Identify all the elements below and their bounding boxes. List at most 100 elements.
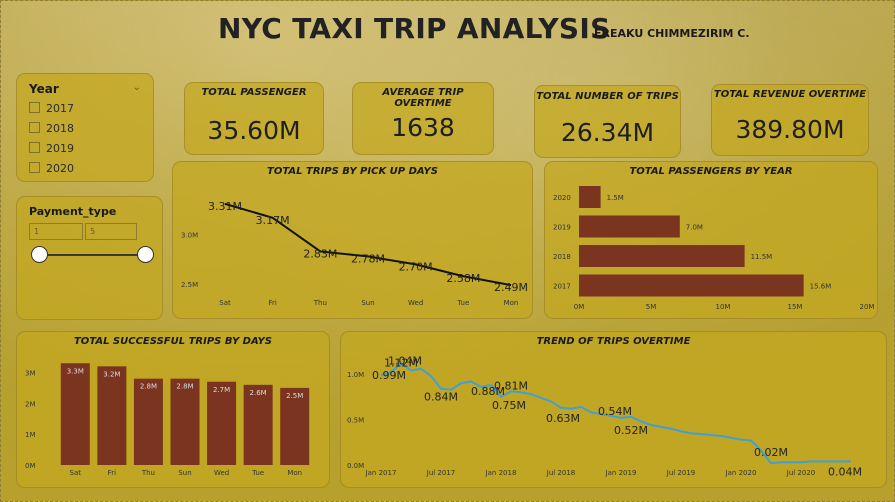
bar <box>579 245 745 267</box>
range-slider-track[interactable] <box>39 254 147 256</box>
x-tick-label: 20M <box>860 303 875 311</box>
data-label: 2.49M <box>494 281 528 294</box>
checkbox-icon[interactable] <box>29 122 40 133</box>
bar <box>60 363 90 465</box>
kpi-value: 1638 <box>391 113 455 142</box>
data-label: 0.04M <box>828 465 862 478</box>
x-tick-label: Thu <box>313 299 327 307</box>
chart-trend-of-trips: TREND OF TRIPS OVERTIME 1.0M 0.5M 0.0M Jan … <box>340 331 887 488</box>
data-label: 2.8M <box>176 383 193 391</box>
year-slicer: Year ⌄ 2017 2018 2019 2020 <box>16 73 154 182</box>
bar <box>207 381 237 465</box>
year-option-2019[interactable]: 2019 <box>29 142 74 155</box>
kpi-value: 26.34M <box>560 118 655 147</box>
year-option-2017[interactable]: 2017 <box>29 102 74 115</box>
line-chart-pickup-days: 3.0M 2.5M Sat Fri Thu Sun Wed Tue Mon 3.31M 3.17M 2… <box>181 200 528 307</box>
data-label: 11.5M <box>751 253 773 261</box>
chevron-down-icon[interactable]: ⌄ <box>132 82 141 93</box>
data-label: 0.54M <box>598 405 632 418</box>
data-label: 1.5M <box>607 194 624 202</box>
bar <box>243 384 273 465</box>
y-tick-label: 1M <box>25 431 36 439</box>
chart-title: TOTAL SUCCESSFUL TRIPS BY DAYS <box>73 336 273 347</box>
kpi-total-revenue: TOTAL REVENUE OVERTIME 389.80M <box>711 84 869 156</box>
y-tick-label: 0.0M <box>347 462 364 470</box>
bar <box>579 215 680 238</box>
data-label: 0.63M <box>546 412 580 425</box>
kpi-total-trips: TOTAL NUMBER OF TRIPS 26.34M <box>534 85 681 158</box>
data-label: 2.8M <box>140 383 157 391</box>
bar-chart-successful-trips: 3M 2M 1M 0M 3.3M Sat 3.2M Fri 2.8M Thu 2.8M Sun 2.7M… <box>25 363 310 477</box>
data-label: 0.84M <box>424 391 458 404</box>
data-label: 2.6M <box>250 389 267 397</box>
data-label: 0.75M <box>492 399 526 412</box>
x-tick-label: 0M <box>574 303 585 311</box>
payment-type-title: Payment_type <box>29 205 117 218</box>
x-tick-label: Wed <box>408 299 423 307</box>
y-tick-label: 0.5M <box>347 417 364 425</box>
chart-title: TREND OF TRIPS OVERTIME <box>536 336 691 347</box>
data-label: 3.3M <box>67 367 84 375</box>
x-tick-label: Jul 2019 <box>666 469 696 477</box>
x-tick-label: Jul 2017 <box>426 469 456 477</box>
y-tick-label: 0M <box>25 462 36 470</box>
data-label: 3.31M <box>208 200 242 213</box>
data-label: 0.02M <box>754 446 788 459</box>
x-tick-label: Jan 2019 <box>605 469 637 477</box>
x-tick-label: Mon <box>287 469 302 477</box>
y-tick-label: 2M <box>25 400 36 408</box>
series-line <box>224 202 512 287</box>
kpi-label: AVERAGE TRIP OVERTIME <box>382 87 464 109</box>
chart-title: TOTAL TRIPS BY PICK UP DAYS <box>267 166 438 177</box>
payment-max-input[interactable]: 5 <box>85 223 137 240</box>
range-slider-max-handle[interactable] <box>137 246 154 263</box>
page-title: NYC TAXI TRIP ANALYSIS <box>218 12 611 45</box>
data-label: 2.7M <box>213 386 230 394</box>
x-tick-label: Wed <box>214 469 229 477</box>
x-tick-label: 15M <box>788 303 803 311</box>
data-label: 0.52M <box>614 424 648 437</box>
data-label: 7.0M <box>686 224 703 232</box>
year-slicer-title: Year <box>29 82 59 96</box>
y-tick-label: 2020 <box>553 194 571 202</box>
data-label: 2.70M <box>399 260 433 273</box>
x-tick-label: Jul 2018 <box>546 469 576 477</box>
kpi-average-trip: AVERAGE TRIP OVERTIME 1638 <box>352 82 494 155</box>
x-tick-label: Jan 2017 <box>365 469 397 477</box>
kpi-value: 35.60M <box>207 116 301 145</box>
x-tick-label: Jan 2020 <box>725 469 757 477</box>
bar <box>133 378 163 465</box>
data-label: 0.99M <box>372 369 406 382</box>
chart-title: TOTAL PASSENGERS BY YEAR <box>629 166 793 177</box>
range-slider-min-handle[interactable] <box>31 246 48 263</box>
checkbox-icon[interactable] <box>29 142 40 153</box>
bar <box>97 366 127 465</box>
x-tick-label: Jan 2018 <box>485 469 517 477</box>
x-tick-label: 10M <box>716 303 731 311</box>
y-tick-label: 1.0M <box>347 371 364 379</box>
x-tick-label: Sun <box>361 299 374 307</box>
bar-chart-passengers-year: 2020 1.5M 2019 7.0M 2018 11.5M 2017 15.6M 0M 5M 10… <box>553 186 875 311</box>
data-label: 2.83M <box>303 247 337 260</box>
checkbox-icon[interactable] <box>29 102 40 113</box>
x-tick-label: Tue <box>456 299 469 307</box>
x-tick-label: Sat <box>70 469 82 477</box>
x-tick-label: Sun <box>178 469 191 477</box>
kpi-label: TOTAL NUMBER OF TRIPS <box>536 91 679 102</box>
kpi-value: 389.80M <box>735 115 845 144</box>
y-tick-label: 2017 <box>553 283 571 291</box>
x-tick-label: Sat <box>219 299 231 307</box>
data-label: 3.17M <box>256 214 290 227</box>
kpi-label: TOTAL PASSENGER <box>201 87 307 98</box>
payment-min-input[interactable]: 1 <box>29 223 83 240</box>
y-tick-label: 2.5M <box>181 281 198 289</box>
kpi-total-passenger: TOTAL PASSENGER 35.60M <box>184 82 324 155</box>
author-name: EREAKU CHIMMEZIRIM C. <box>594 27 750 40</box>
y-tick-label: 3M <box>25 370 36 378</box>
year-option-2018[interactable]: 2018 <box>29 122 74 135</box>
series-line <box>380 361 851 465</box>
checkbox-icon[interactable] <box>29 162 40 173</box>
data-label: 0.81M <box>494 379 528 392</box>
year-option-2020[interactable]: 2020 <box>29 162 74 175</box>
